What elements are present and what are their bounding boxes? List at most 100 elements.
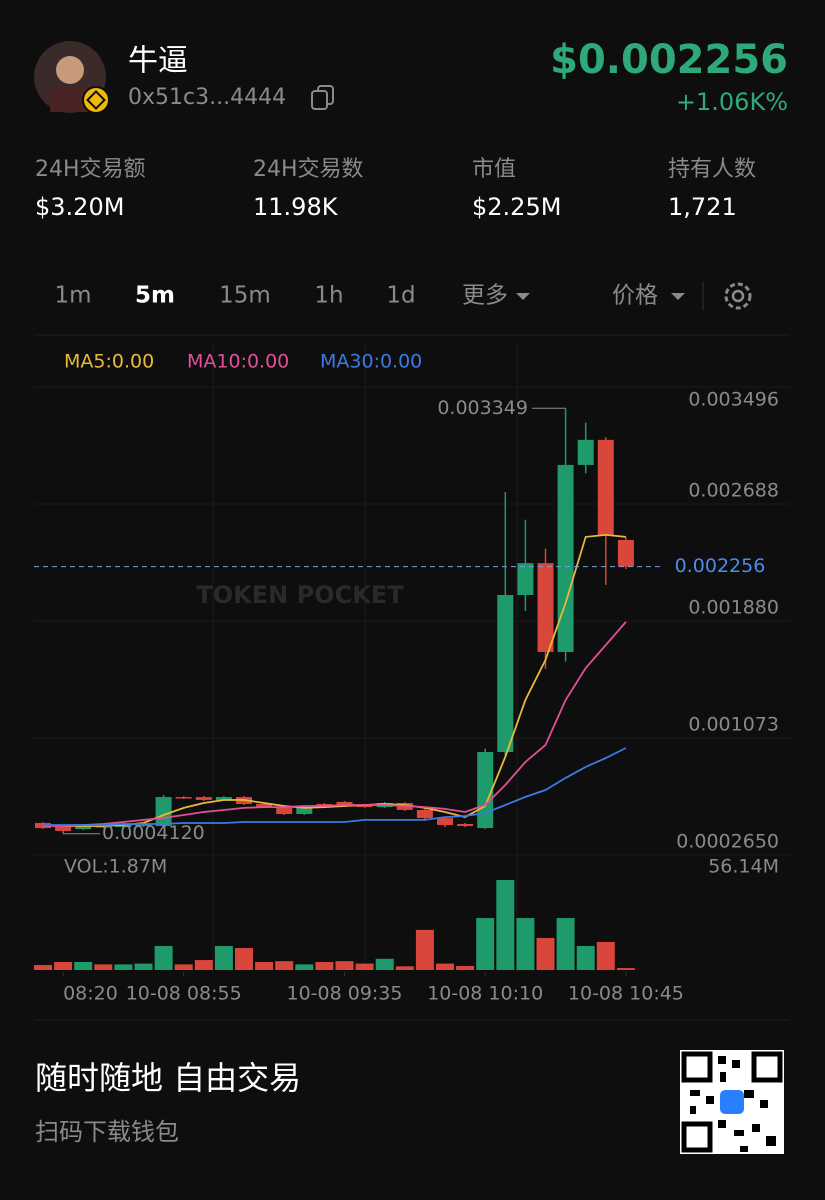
price: $0.002256 xyxy=(550,37,788,83)
candle-body xyxy=(55,826,72,831)
candle-body xyxy=(617,539,634,567)
watermark: TOKEN POCKET xyxy=(196,581,404,609)
candle-body xyxy=(135,824,152,827)
volume-bar xyxy=(596,941,615,970)
settings-icon[interactable] xyxy=(724,282,752,310)
volume-bar xyxy=(235,948,253,970)
y-tick-label: 0.003496 xyxy=(688,389,779,411)
qr-finder xyxy=(751,1051,783,1083)
candle-body xyxy=(195,797,212,800)
gear-outer xyxy=(724,282,752,310)
x-tick-label: 10-08 10:45 xyxy=(568,983,684,1005)
volume-bar xyxy=(436,963,454,970)
interval-tab[interactable]: 5m xyxy=(135,283,175,309)
candle-body xyxy=(276,807,293,815)
qr-modules xyxy=(690,1056,776,1152)
volume-bar xyxy=(476,918,495,970)
stat-value: 11.98K xyxy=(253,193,339,221)
volume-bar xyxy=(275,961,294,970)
y-tick-label: 0.001880 xyxy=(688,597,779,619)
candle-body xyxy=(537,563,554,652)
low-label: 0.0004120 xyxy=(102,822,205,844)
candle-body xyxy=(437,818,453,826)
candle-body xyxy=(215,797,232,800)
candle-body xyxy=(517,563,534,595)
stat-label: 持有人数 xyxy=(668,157,756,182)
y-tick-label: 0.001073 xyxy=(688,713,779,735)
candle-body xyxy=(597,439,614,535)
volume-bar xyxy=(295,964,314,970)
volume-bar xyxy=(74,961,93,970)
stats: 24H交易额 $3.20M 24H交易数 11.98K 市值 $2.25M 持有人数 1,72… xyxy=(35,157,756,221)
candle-body xyxy=(256,804,273,808)
x-tick-label: 10-08 09:35 xyxy=(286,983,402,1005)
ma-legend: MA30:0.00 xyxy=(320,351,422,373)
volume-bar xyxy=(34,965,52,970)
interval-tab[interactable]: 更多 xyxy=(462,283,508,309)
ma-legend: MA10:0.00 xyxy=(187,351,289,373)
volume-bar xyxy=(94,964,113,970)
candle-body xyxy=(416,809,433,819)
volume-bar xyxy=(214,945,233,970)
volume-bar xyxy=(174,964,193,970)
candle-body xyxy=(296,807,313,815)
volume-bar xyxy=(395,966,414,970)
stat-label: 24H交易额 xyxy=(35,157,146,182)
qr-logo xyxy=(720,1090,744,1114)
volume-bar xyxy=(415,929,434,970)
qr-code xyxy=(680,1050,784,1154)
copy-icon-front xyxy=(311,90,328,110)
interval-tabs: 1m 5m 15m 1h 1d 更多 xyxy=(54,283,508,309)
volume-bar xyxy=(375,958,394,970)
volume-bar xyxy=(335,961,354,970)
copy-icon[interactable] xyxy=(311,85,334,110)
candle-body xyxy=(577,439,594,465)
chain-icon xyxy=(86,90,106,110)
interval-tab[interactable]: 1h xyxy=(314,283,343,309)
volume-bar xyxy=(576,945,595,970)
volume-bar xyxy=(315,961,334,970)
token-address: 0x51c3...4444 xyxy=(128,85,286,110)
volume-legend: VOL:1.87M xyxy=(64,856,167,878)
interval-tab[interactable]: 1d xyxy=(386,283,415,309)
token-name: 牛逼 xyxy=(128,44,188,79)
volume-bar xyxy=(54,961,73,970)
x-tick-label: 10-08 08:55 xyxy=(126,983,242,1005)
candle-body xyxy=(175,797,192,799)
price-menu[interactable]: 价格 xyxy=(612,283,658,309)
y-tick-label: 0.0002650 xyxy=(676,831,779,853)
qr-finder xyxy=(681,1051,713,1083)
candle-body xyxy=(115,825,132,828)
volume-bar xyxy=(556,918,575,970)
price-change: +1.06K% xyxy=(676,88,788,116)
y-tick-label: 0.002688 xyxy=(688,480,779,502)
volume-bar xyxy=(154,945,173,970)
x-tick-label: 10-08 10:10 xyxy=(427,983,543,1005)
stat-label: 市值 xyxy=(472,157,516,182)
high-label: 0.003349 xyxy=(437,397,528,419)
volume-bar xyxy=(134,963,153,970)
ma-line xyxy=(43,621,627,827)
volume-bar xyxy=(536,937,555,970)
interval-tab[interactable]: 15m xyxy=(219,283,271,309)
dropdown-arrow xyxy=(671,293,685,300)
candle-body xyxy=(356,805,373,808)
volume-bar xyxy=(355,963,374,970)
ma-legend: MA5:0.00 xyxy=(64,351,154,373)
volume-bar xyxy=(456,965,475,970)
current-price-label: 0.002256 xyxy=(675,555,766,577)
candle-body xyxy=(316,804,333,807)
volume-bar xyxy=(496,880,515,970)
candle-body xyxy=(75,826,92,830)
stat-value: $2.25M xyxy=(472,193,561,221)
slogan: 随时随地 自由交易 xyxy=(35,1059,301,1097)
volume-bar xyxy=(114,964,133,970)
stat-label: 24H交易数 xyxy=(253,157,364,182)
candlestick-chart: TOKEN POCKET 0.003496 0.002688 0.001880 0.0… xyxy=(34,345,790,1005)
x-tick-label: 08:20 xyxy=(63,983,118,1005)
ma-line xyxy=(43,747,627,826)
volume-bar xyxy=(616,968,635,970)
interval-tab[interactable]: 1m xyxy=(54,283,91,309)
qr-finder xyxy=(681,1121,713,1153)
